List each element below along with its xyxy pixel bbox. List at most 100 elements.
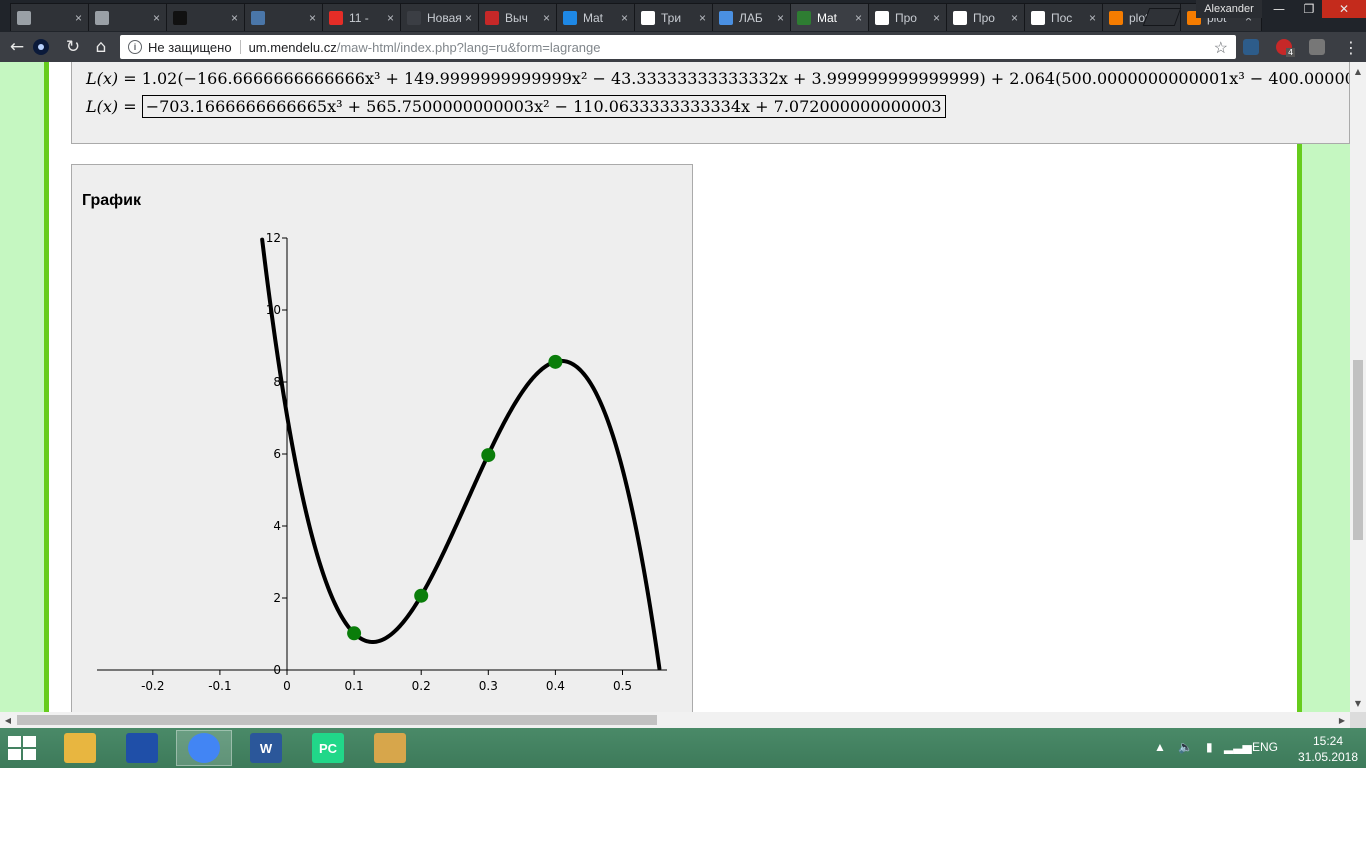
new-tab-button[interactable] — [1142, 8, 1182, 26]
browser-tab[interactable]: Mat × — [556, 3, 638, 31]
none — [407, 10, 421, 25]
word-icon: W — [250, 733, 282, 763]
browser-tab[interactable]: × — [244, 3, 326, 31]
taskbar-file-explorer-button[interactable] — [52, 730, 108, 766]
tab-title: Mat — [817, 10, 838, 25]
pycharm-icon: PC — [312, 733, 344, 763]
bookmark-star-icon[interactable]: ☆ — [1213, 40, 1228, 57]
forward-profile-icon[interactable] — [30, 36, 52, 58]
tray-expand-icon[interactable]: ▲ — [1154, 740, 1166, 754]
tab-close-icon[interactable]: × — [621, 10, 629, 25]
windows-start-icon[interactable] — [8, 736, 40, 762]
tab-close-icon[interactable]: × — [309, 10, 317, 25]
page-icon — [875, 10, 889, 25]
screen: ××××11 -×Новая в×Выч×Mat×Три×ЛАБ×Mat×Про… — [0, 0, 1366, 768]
tab-close-icon[interactable]: × — [1089, 10, 1097, 25]
data-point — [414, 588, 429, 603]
youtube-icon — [329, 10, 343, 25]
home-icon[interactable]: ⌂ — [95, 37, 107, 57]
volume-icon[interactable]: 🔈 — [1178, 740, 1193, 754]
tab-title: Пос — [1051, 10, 1073, 25]
taskbar-save-app-button[interactable] — [114, 730, 170, 766]
taskbar-word-button[interactable]: W — [238, 730, 294, 766]
scroll-left-icon[interactable]: ◀ — [4, 715, 12, 725]
y-tick-label: 4 — [273, 519, 281, 533]
address-bar[interactable]: i Не защищено um.mendelu.cz/maw-html/ind… — [120, 35, 1236, 59]
tab-close-icon[interactable]: × — [699, 10, 707, 25]
url-domain: um.mendelu.cz — [248, 39, 337, 55]
tab-title: Выч — [505, 10, 528, 25]
x-tick-label: -0.1 — [208, 679, 231, 693]
tab-title: 11 - — [349, 10, 369, 25]
graph-panel: График -0.2 -0.1 0 0.1 0.2 0.3 0.4 0.5 0 2 4 6 8 10 12 — [71, 164, 693, 712]
tab-title: Про — [973, 10, 995, 25]
browser-tab[interactable]: Три × — [634, 3, 716, 31]
interpolation-curve — [260, 237, 662, 671]
network-icon[interactable]: ▂▃▅ — [1224, 740, 1252, 754]
info-icon[interactable]: i — [128, 40, 142, 54]
tab-close-icon[interactable]: × — [153, 10, 161, 25]
y-tick-label: 6 — [273, 447, 281, 461]
battery-icon[interactable]: ▮ — [1206, 740, 1213, 754]
scroll-up-icon[interactable]: ▲ — [1354, 66, 1362, 76]
scroll-down-icon[interactable]: ▼ — [1354, 698, 1362, 708]
taskbar-paint-button[interactable] — [362, 730, 418, 766]
y-tick-label: 12 — [266, 231, 281, 245]
page-border-left — [44, 62, 49, 712]
tab-close-icon[interactable]: × — [1011, 10, 1019, 25]
maximize-icon[interactable]: ❐ — [1303, 2, 1315, 16]
page-icon — [17, 10, 31, 25]
minimize-icon[interactable]: — — [1273, 2, 1285, 16]
profile-button[interactable]: Alexander — [1196, 0, 1262, 18]
horizontal-scroll-thumb[interactable] — [17, 715, 657, 725]
tab-close-icon[interactable]: × — [543, 10, 551, 25]
browser-tab[interactable]: 11 - × — [322, 3, 404, 31]
x-tick-label: -0.2 — [141, 679, 164, 693]
browser-tab[interactable]: × — [10, 3, 92, 31]
browser-tab[interactable]: Выч × — [478, 3, 560, 31]
taskbar-chrome-button[interactable] — [176, 730, 232, 766]
tab-close-icon[interactable]: × — [933, 10, 941, 25]
browser-tab[interactable]: × — [88, 3, 170, 31]
vertical-scrollbar[interactable]: ▲ ▼ — [1350, 62, 1366, 712]
tab-title: Mat — [583, 10, 604, 25]
page-viewport: L(x) = 1.02(−166.6666666666666x³ + 149.9… — [0, 62, 1350, 712]
clock-time[interactable]: 15:24 — [1312, 734, 1344, 748]
scroll-right-icon[interactable]: ▶ — [1338, 715, 1346, 725]
extension-icon[interactable] — [1243, 39, 1259, 55]
browser-tab[interactable]: ЛАБ × — [712, 3, 794, 31]
language-indicator[interactable]: ENG — [1252, 740, 1279, 754]
page-icon — [1031, 10, 1045, 25]
back-icon[interactable]: ← — [9, 37, 25, 57]
close-icon[interactable]: ✕ — [1322, 0, 1366, 18]
taskbar-pycharm-button[interactable]: PC — [300, 730, 356, 766]
tab-close-icon[interactable]: × — [855, 10, 863, 25]
tab-close-icon[interactable]: × — [231, 10, 239, 25]
horizontal-scrollbar[interactable]: ◀ ▶ — [0, 712, 1350, 728]
x-tick-label: 0 — [283, 679, 291, 693]
tab-close-icon[interactable]: × — [465, 10, 473, 25]
browser-tab[interactable]: Про × — [868, 3, 950, 31]
clock-date[interactable]: 31.05.2018 — [1297, 750, 1359, 764]
browser-tab[interactable]: Mat × — [790, 3, 872, 31]
extension-icon[interactable] — [1309, 39, 1325, 55]
browser-tab-strip: ××××11 -×Новая в×Выч×Mat×Три×ЛАБ×Mat×Про… — [0, 0, 1366, 32]
tab-close-icon[interactable]: × — [75, 10, 83, 25]
tab-close-icon[interactable]: × — [387, 10, 395, 25]
tab-close-icon[interactable]: × — [777, 10, 785, 25]
vk-icon — [251, 10, 265, 25]
reload-icon[interactable]: ↻ — [65, 37, 81, 57]
x-tick-label: 0.2 — [412, 679, 431, 693]
browser-tab[interactable]: × — [166, 3, 248, 31]
data-point — [347, 626, 362, 641]
scroll-corner — [1350, 712, 1366, 728]
mendelu-icon — [797, 10, 811, 25]
browser-tab[interactable]: Новая в × — [400, 3, 482, 31]
vertical-scroll-thumb[interactable] — [1353, 360, 1363, 540]
browser-tab[interactable]: Про × — [946, 3, 1028, 31]
x-tick-label: 0.5 — [613, 679, 632, 693]
windows-taskbar: W PC ▲ 🔈 ▮ ▂▃▅ ENG 15:24 31.05.2018 — [0, 728, 1366, 768]
chrome-menu-icon[interactable]: ⋮ — [1343, 37, 1359, 57]
browser-tab[interactable]: Пос × — [1024, 3, 1106, 31]
